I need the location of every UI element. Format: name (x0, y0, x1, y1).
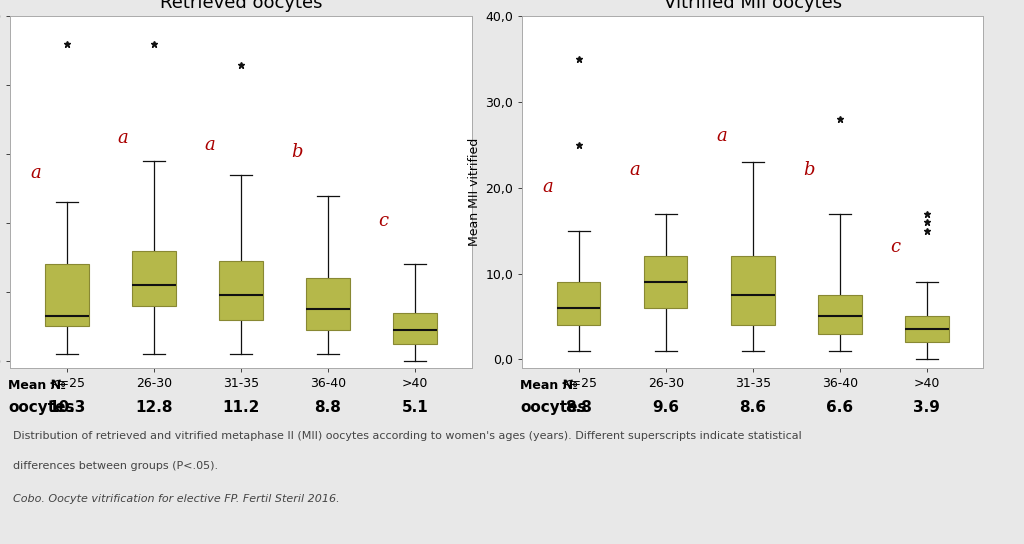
Text: 10.3: 10.3 (48, 400, 85, 415)
Text: Distribution of retrieved and vitrified metaphase II (MII) oocytes according to : Distribution of retrieved and vitrified … (13, 431, 802, 441)
Text: c: c (379, 212, 388, 230)
Text: c: c (890, 238, 900, 256)
Text: b: b (803, 161, 815, 179)
Bar (818, 295, 861, 333)
Text: differences between groups (P<.05).: differences between groups (P<.05). (13, 461, 218, 471)
Text: 3.9: 3.9 (913, 400, 940, 415)
Text: a: a (205, 136, 215, 154)
Bar (219, 261, 262, 320)
Bar (557, 282, 600, 325)
Bar (905, 317, 948, 342)
Text: Cobo. Oocyte vitrification for elective FP. Fertil Steril 2016.: Cobo. Oocyte vitrification for elective … (13, 494, 340, 504)
Text: 8.8: 8.8 (314, 400, 341, 415)
Bar (306, 278, 349, 330)
Bar (393, 313, 436, 344)
Bar (644, 256, 687, 308)
Text: 12.8: 12.8 (135, 400, 173, 415)
Text: a: a (118, 129, 128, 147)
Text: 5.1: 5.1 (401, 400, 428, 415)
Text: oocytes: oocytes (520, 400, 587, 415)
Text: 6.6: 6.6 (826, 400, 853, 415)
Text: oocytes: oocytes (8, 400, 75, 415)
Y-axis label: Mean MII vitrified: Mean MII vitrified (468, 138, 481, 246)
Bar (731, 256, 774, 325)
Text: 8.6: 8.6 (739, 400, 766, 415)
Text: a: a (31, 164, 41, 182)
Bar (45, 264, 88, 326)
Title: Vitrified MII oocytes: Vitrified MII oocytes (664, 0, 842, 12)
Text: a: a (542, 178, 553, 196)
Text: 11.2: 11.2 (222, 400, 259, 415)
Bar (132, 251, 175, 306)
Text: a: a (629, 161, 640, 179)
Text: 9.6: 9.6 (652, 400, 679, 415)
Text: Mean №: Mean № (520, 380, 578, 392)
Text: b: b (292, 143, 303, 161)
Title: Retrieved oocytes: Retrieved oocytes (160, 0, 323, 12)
Text: Mean №: Mean № (8, 380, 66, 392)
Text: a: a (716, 127, 727, 145)
Text: 8.8: 8.8 (565, 400, 592, 415)
